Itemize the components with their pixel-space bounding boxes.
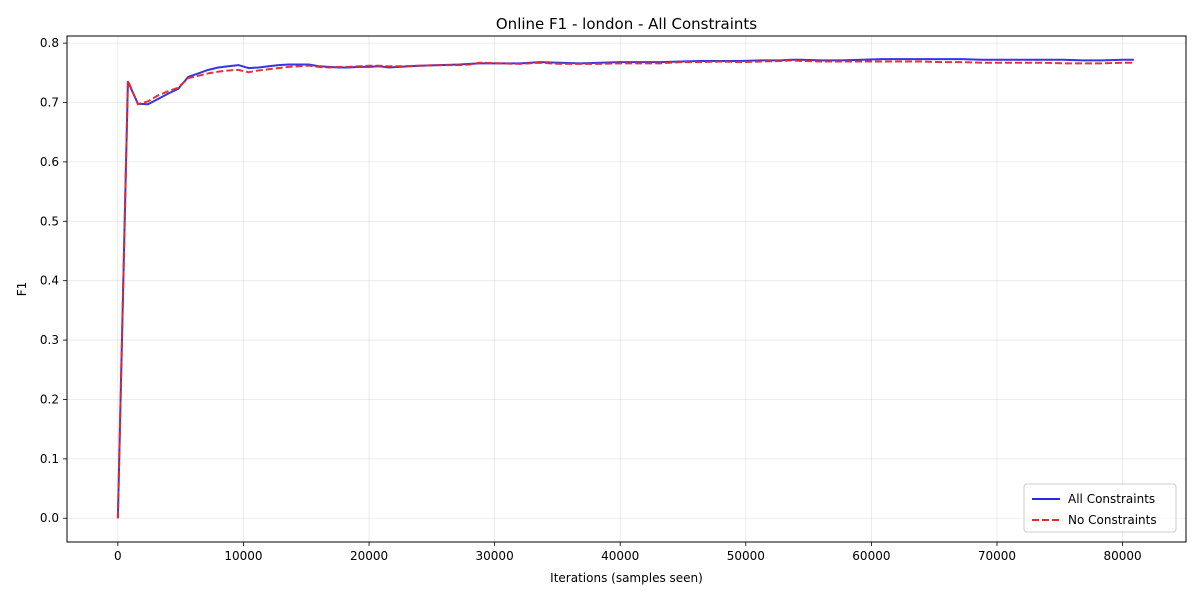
axis-ticks: 0 10000 20000 30000 40000 50000 60000 70000 8000… [40, 36, 1142, 563]
x-tick-label: 70000 [978, 549, 1016, 563]
y-tick-label: 0.7 [40, 96, 59, 110]
x-tick-label: 50000 [727, 549, 765, 563]
plot-frame [66, 35, 1187, 543]
y-tick-label: 0.6 [40, 155, 59, 169]
y-tick-label: 0.3 [40, 333, 59, 347]
y-tick-label: 0.5 [40, 214, 59, 228]
legend-box [1023, 483, 1177, 533]
y-tick-label: 0.2 [40, 392, 59, 406]
y-tick-label: 0.8 [40, 36, 59, 50]
x-tick-label: 10000 [224, 549, 262, 563]
grid-lines [67, 36, 1186, 542]
chart-title: Online F1 - london - All Constraints [496, 15, 757, 33]
x-tick-label: 80000 [1103, 549, 1141, 563]
x-tick-label: 40000 [601, 549, 639, 563]
x-tick-label: 30000 [476, 549, 514, 563]
series-line-no-constraints [116, 59, 1134, 519]
y-axis-label: F1 [15, 282, 29, 297]
legend-label: All Constraints [1068, 492, 1155, 506]
legend: All Constraints No Constraints [1023, 483, 1177, 533]
x-tick-label: 0 [114, 549, 122, 563]
y-tick-label: 0.4 [40, 274, 59, 288]
series-layer [116, 58, 1134, 519]
x-axis-label: Iterations (samples seen) [550, 571, 703, 585]
x-tick-label: 20000 [350, 549, 388, 563]
legend-label: No Constraints [1068, 513, 1157, 527]
y-tick-label: 0.0 [40, 511, 59, 525]
x-tick-label: 60000 [852, 549, 890, 563]
y-tick-label: 0.1 [40, 452, 59, 466]
